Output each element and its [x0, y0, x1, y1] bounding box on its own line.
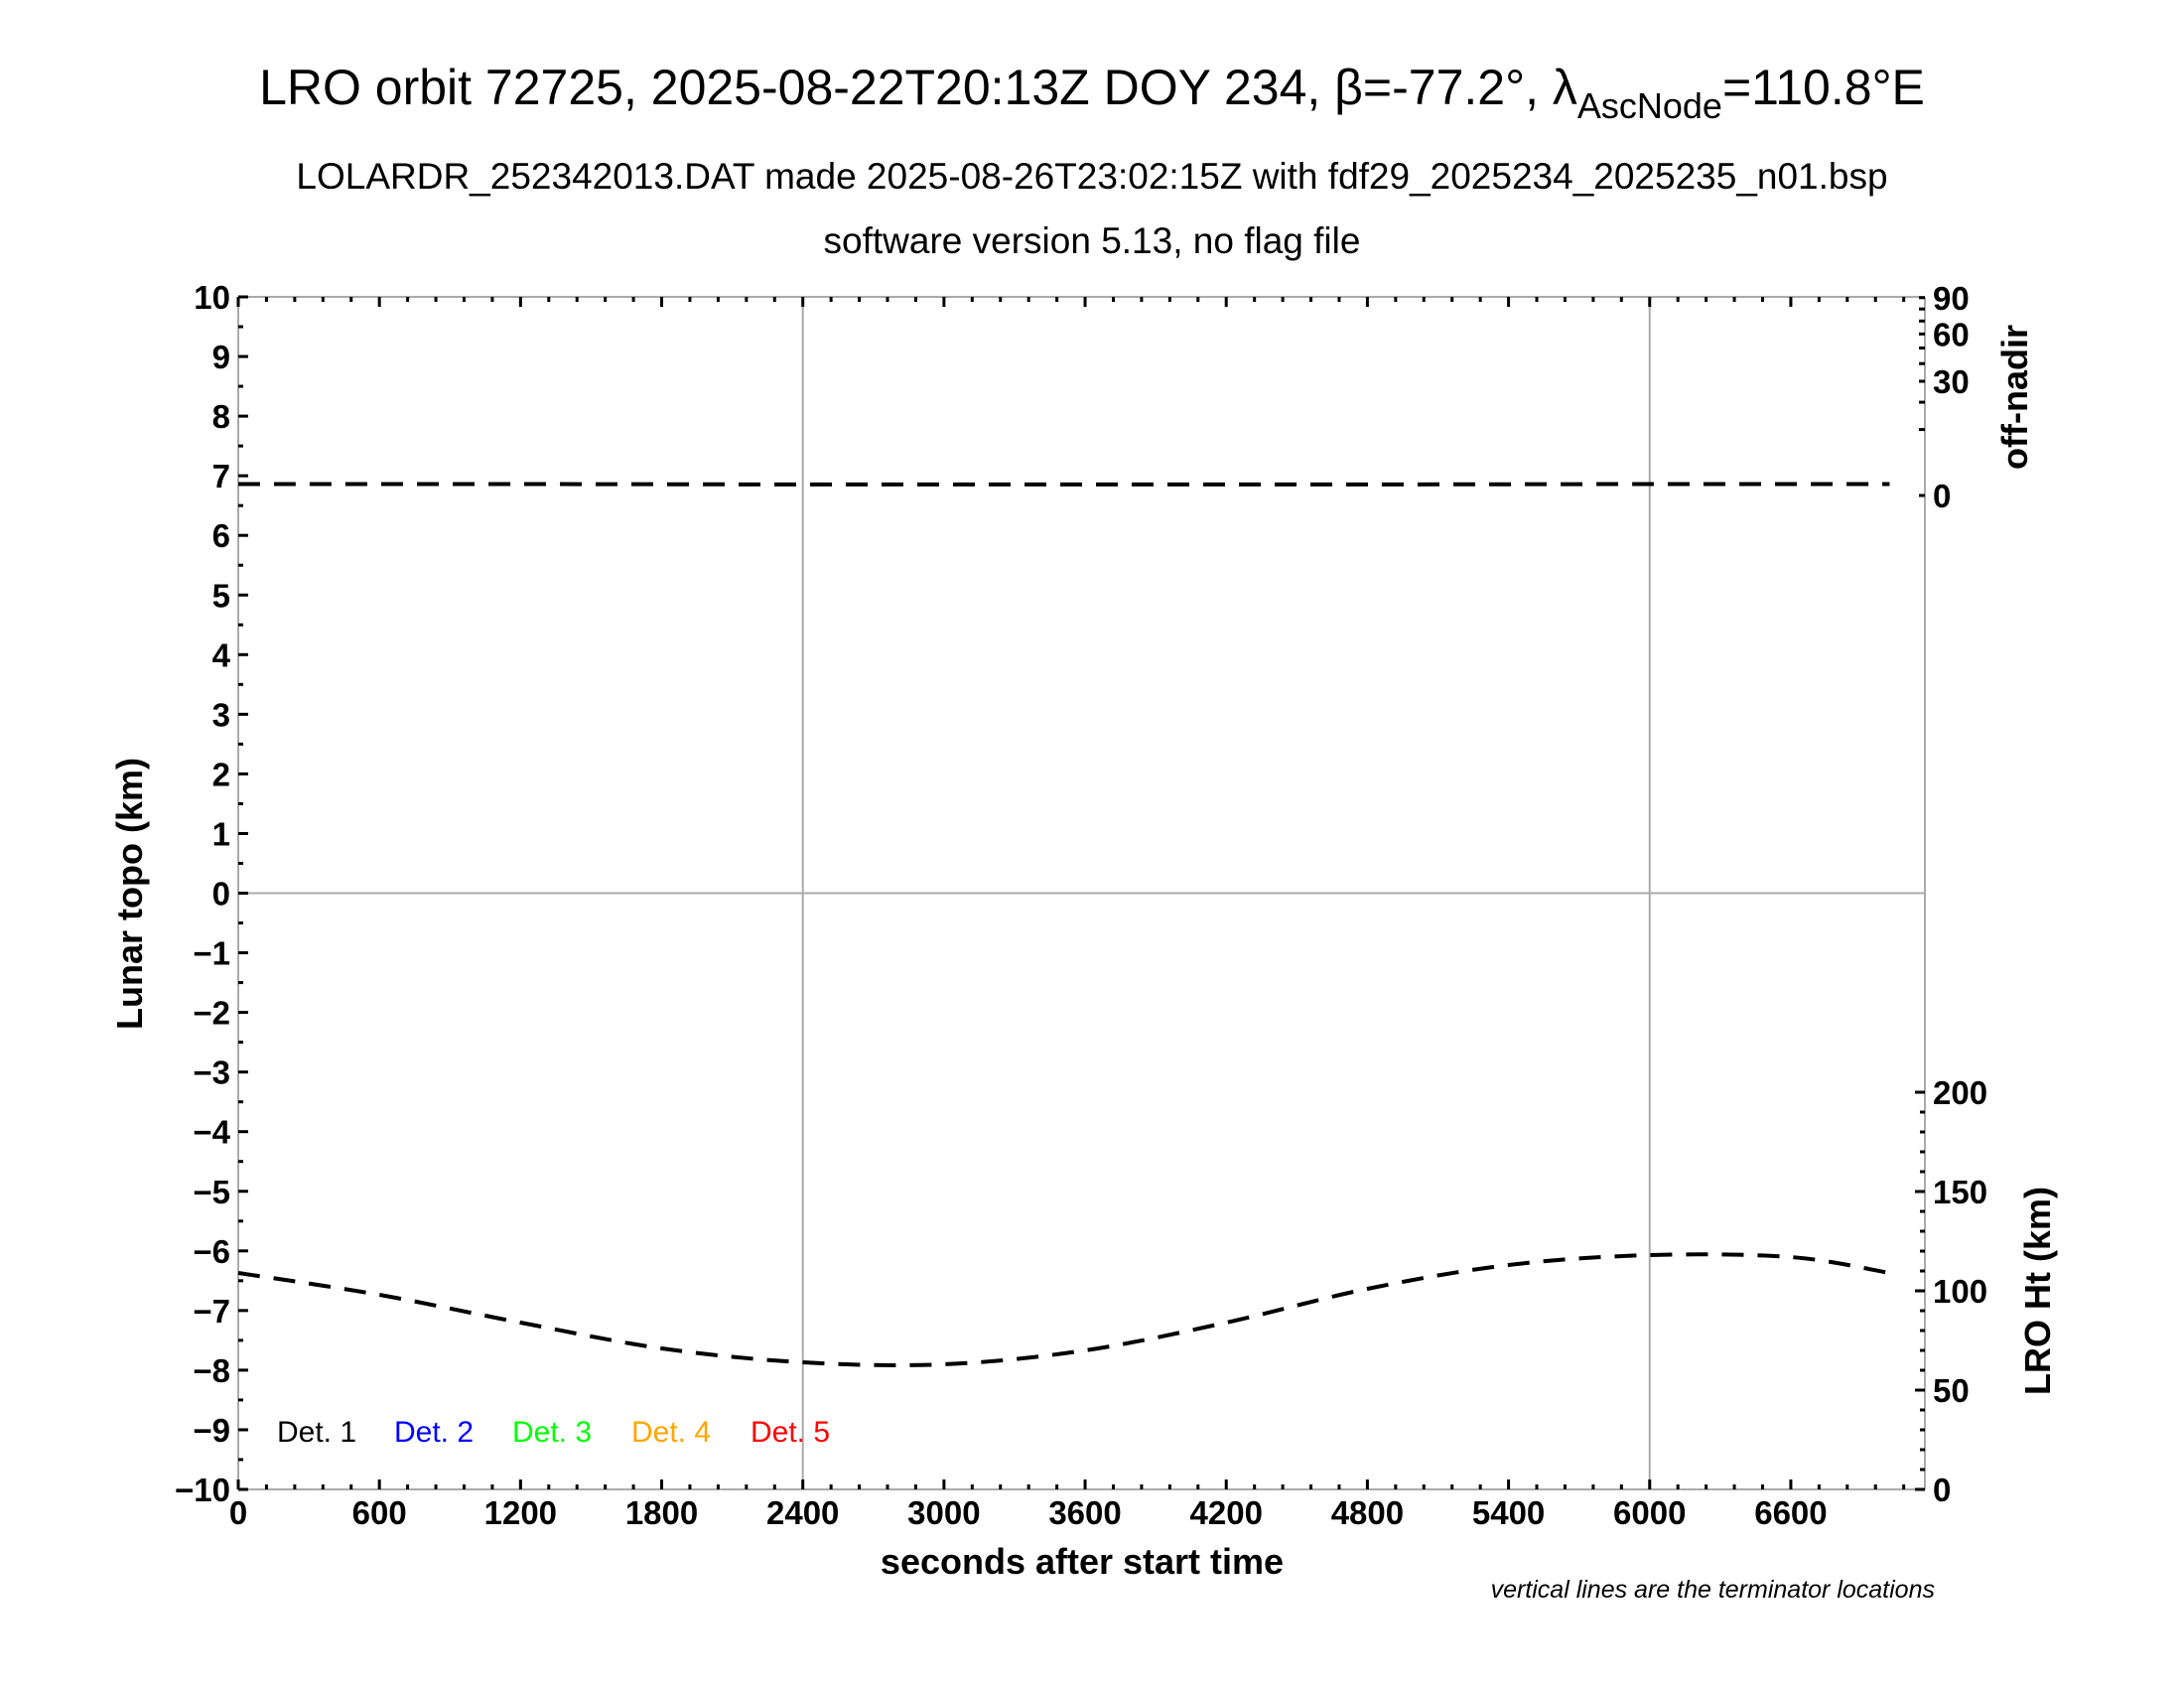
chart-subtitle-2: software version 5.13, no flag file	[824, 220, 1361, 261]
off-nadir-tick-label: 90	[1933, 280, 1970, 317]
height-tick-label: 150	[1933, 1174, 1987, 1210]
legend-item-det-4: Det. 4	[631, 1416, 711, 1449]
legend-item-det-1: Det. 1	[277, 1416, 356, 1449]
y-tick-label: 6	[212, 517, 230, 554]
x-tick-label: 5400	[1472, 1494, 1545, 1531]
x-tick-label: 1800	[625, 1494, 698, 1531]
x-axis-label: seconds after start time	[881, 1541, 1284, 1582]
x-tick-label: 4200	[1190, 1494, 1263, 1531]
y-tick-label: −7	[193, 1293, 230, 1330]
y-tick-label: −1	[193, 935, 230, 972]
y-tick-label: 4	[212, 636, 231, 673]
y-tick-label: −8	[193, 1352, 230, 1389]
title-prefix: LRO orbit 72725, 2025-08-22T20:13Z DOY 2…	[259, 60, 1577, 115]
y-tick-label: 5	[212, 577, 230, 614]
y-tick-label: 3	[212, 696, 230, 733]
legend-item-det-2: Det. 2	[394, 1416, 474, 1449]
y-tick-label: −2	[193, 995, 230, 1032]
height-tick-label: 50	[1933, 1372, 1970, 1409]
legend-item-det-5: Det. 5	[751, 1416, 830, 1449]
off-nadir-tick-label: 0	[1933, 478, 1951, 514]
y-tick-label: 9	[212, 339, 230, 375]
y-tick-label: 1	[212, 815, 230, 852]
off-nadir-tick-label: 60	[1933, 316, 1970, 352]
legend-item-det-3: Det. 3	[512, 1416, 592, 1449]
chart-subtitle: LOLARDR_252342013.DAT made 2025-08-26T23…	[296, 156, 1887, 197]
y-tick-label: −3	[193, 1055, 230, 1091]
y-tick-label: −5	[193, 1174, 230, 1210]
height-tick-label: 100	[1933, 1273, 1987, 1310]
lro-height-series	[237, 1252, 1890, 1367]
y-tick-label: −9	[193, 1412, 230, 1449]
x-tick-label: 3000	[907, 1494, 980, 1531]
x-tick-label: 3600	[1048, 1494, 1121, 1531]
x-tick-label: 2400	[766, 1494, 839, 1531]
height-tick-label: 0	[1933, 1472, 1951, 1508]
x-tick-label: 4800	[1331, 1494, 1404, 1531]
y-tick-label: 0	[212, 876, 230, 913]
off-nadir-axis-label: off-nadir	[1994, 325, 2035, 470]
x-tick-label: 6600	[1754, 1494, 1827, 1531]
x-tick-label: 600	[352, 1494, 407, 1531]
y-axis-label: Lunar topo (km)	[109, 758, 150, 1030]
height-tick-label: 200	[1933, 1074, 1987, 1111]
x-tick-label: 0	[229, 1494, 247, 1531]
y-tick-label: −6	[193, 1233, 230, 1270]
chart-title: LRO orbit 72725, 2025-08-22T20:13Z DOY 2…	[259, 60, 1925, 126]
title-subscript: AscNode	[1577, 85, 1722, 126]
y-tick-label: 2	[212, 756, 230, 792]
y-tick-label: 8	[212, 398, 230, 435]
title-suffix: =110.8°E	[1722, 60, 1925, 115]
x-tick-label: 1200	[484, 1494, 557, 1531]
plot-area: 0 600 1200 1800 2400 3000 3600 4200 4800 5400 6000…	[175, 279, 1987, 1531]
y-tick-label: 7	[212, 458, 230, 494]
y-tick-label: −10	[175, 1472, 230, 1508]
off-nadir-tick-label: 30	[1933, 363, 1970, 400]
x-tick-label: 6000	[1613, 1494, 1686, 1531]
terminator-note: vertical lines are the terminator locati…	[1491, 1576, 1935, 1604]
y-tick-label: −4	[193, 1114, 230, 1151]
lro-height-axis-label: LRO Ht (km)	[2017, 1187, 2058, 1395]
y-tick-label: 10	[194, 279, 230, 316]
